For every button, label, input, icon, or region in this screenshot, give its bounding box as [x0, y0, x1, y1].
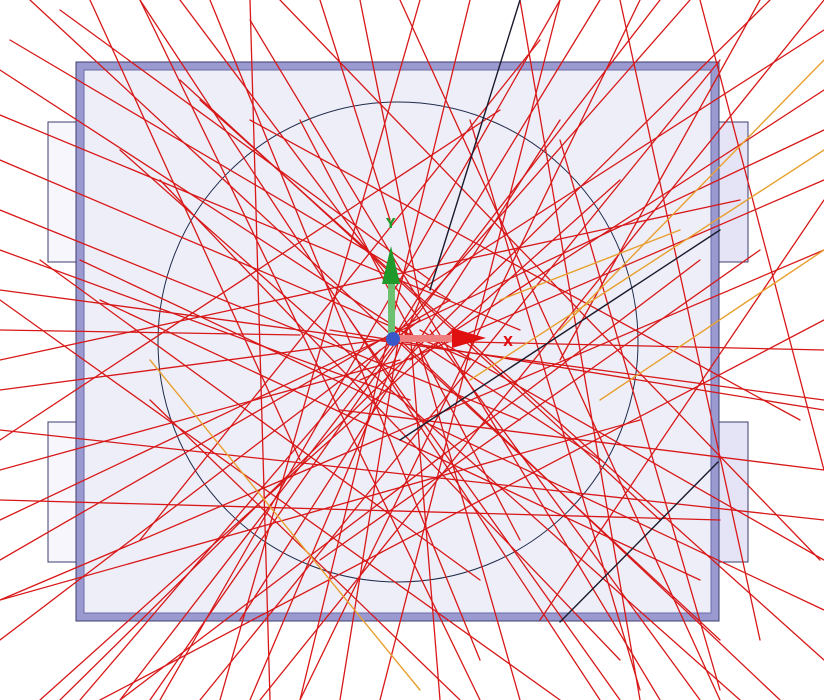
- red-ray-22: [339, 329, 401, 700]
- red-ray-5: [319, 0, 391, 221]
- y-axis-label: Y: [385, 217, 396, 232]
- red-ray-77: [139, 39, 541, 541]
- red-ray-53: [39, 179, 621, 700]
- red-ray-59: [0, 69, 601, 461]
- red-ray-35: [219, 0, 421, 700]
- red-ray-23: [249, 299, 421, 700]
- red-ray-43: [79, 259, 824, 611]
- red-ray-27: [0, 299, 451, 561]
- red-ray-21: [409, 329, 441, 700]
- red-ray-73: [159, 179, 621, 661]
- black-ray-88: [429, 0, 521, 291]
- red-ray-37: [119, 0, 661, 700]
- orange-ray-83: [559, 59, 824, 331]
- red-ray-66: [619, 0, 761, 641]
- red-ray-28: [0, 359, 401, 471]
- red-ray-32: [0, 209, 521, 421]
- red-ray-14: [329, 329, 824, 411]
- red-ray-45: [119, 149, 741, 700]
- orange-ray-87: [149, 359, 421, 691]
- orange-ray-86: [499, 229, 681, 301]
- red-ray-80: [469, 119, 641, 691]
- red-ray-58: [0, 289, 824, 401]
- red-ray-4: [179, 0, 421, 321]
- red-ray-46: [249, 19, 661, 700]
- red-ray-19: [349, 319, 621, 700]
- red-ray-29: [0, 339, 381, 391]
- x-axis-arrowhead: [452, 328, 486, 348]
- red-ray-55: [0, 499, 721, 521]
- red-ray-81: [559, 139, 721, 691]
- red-ray-61: [139, 0, 601, 700]
- red-ray-79: [179, 79, 661, 521]
- red-ray-30: [0, 329, 301, 336]
- reference-circle[interactable]: [157, 101, 639, 583]
- x-axis-shaft: [396, 335, 458, 342]
- red-ray-52: [119, 259, 701, 700]
- red-ray-50: [299, 0, 641, 700]
- red-ray-34: [249, 0, 271, 700]
- coordinate-triad[interactable]: Y X: [382, 217, 513, 350]
- red-ray-48: [139, 0, 481, 700]
- y-axis-shaft: [388, 268, 395, 340]
- red-ray-78: [299, 119, 521, 541]
- red-ray-7: [299, 0, 471, 700]
- orange-ray-84: [469, 149, 824, 381]
- red-ray-56: [0, 109, 501, 441]
- red-ray-57: [0, 199, 741, 361]
- left-tab-lower[interactable]: [47, 421, 79, 563]
- red-ray-54: [0, 419, 641, 601]
- red-ray-24: [149, 339, 401, 700]
- black-ray-90: [559, 461, 719, 623]
- triad-origin: [386, 332, 400, 346]
- red-ray-70: [539, 199, 824, 621]
- red-ray-42: [0, 429, 824, 521]
- x-axis-label: X: [503, 335, 513, 350]
- red-ray-69: [259, 0, 824, 700]
- red-ray-82: [39, 259, 481, 581]
- red-ray-75: [319, 249, 761, 561]
- red-ray-47: [0, 299, 561, 700]
- black-ray-89: [399, 229, 721, 441]
- red-ray-65: [519, 0, 641, 700]
- red-ray-51: [199, 59, 721, 700]
- red-ray-64: [399, 0, 721, 700]
- red-ray-62: [209, 0, 481, 661]
- red-ray-31: [0, 249, 411, 401]
- red-ray-40: [0, 249, 824, 601]
- right-tab-upper[interactable]: [717, 121, 749, 263]
- red-ray-76: [239, 119, 561, 621]
- red-ray-25: [79, 349, 381, 700]
- y-axis-arrowhead: [382, 246, 400, 284]
- red-ray-60: [29, 0, 721, 641]
- red-ray-18: [429, 329, 701, 700]
- red-ray-39: [0, 129, 824, 521]
- red-ray-74: [249, 119, 801, 421]
- red-ray-6: [359, 0, 421, 301]
- right-tab-lower[interactable]: [717, 421, 749, 563]
- red-ray-8: [379, 0, 601, 361]
- orange-ray-85: [599, 249, 824, 401]
- red-ray-12: [359, 179, 824, 381]
- red-ray-38: [59, 0, 771, 700]
- red-ray-10: [419, 29, 824, 291]
- left-tab-upper[interactable]: [47, 121, 79, 263]
- red-ray-2: [9, 39, 451, 301]
- red-ray-3: [59, 9, 431, 281]
- red-ray-67: [699, 0, 824, 471]
